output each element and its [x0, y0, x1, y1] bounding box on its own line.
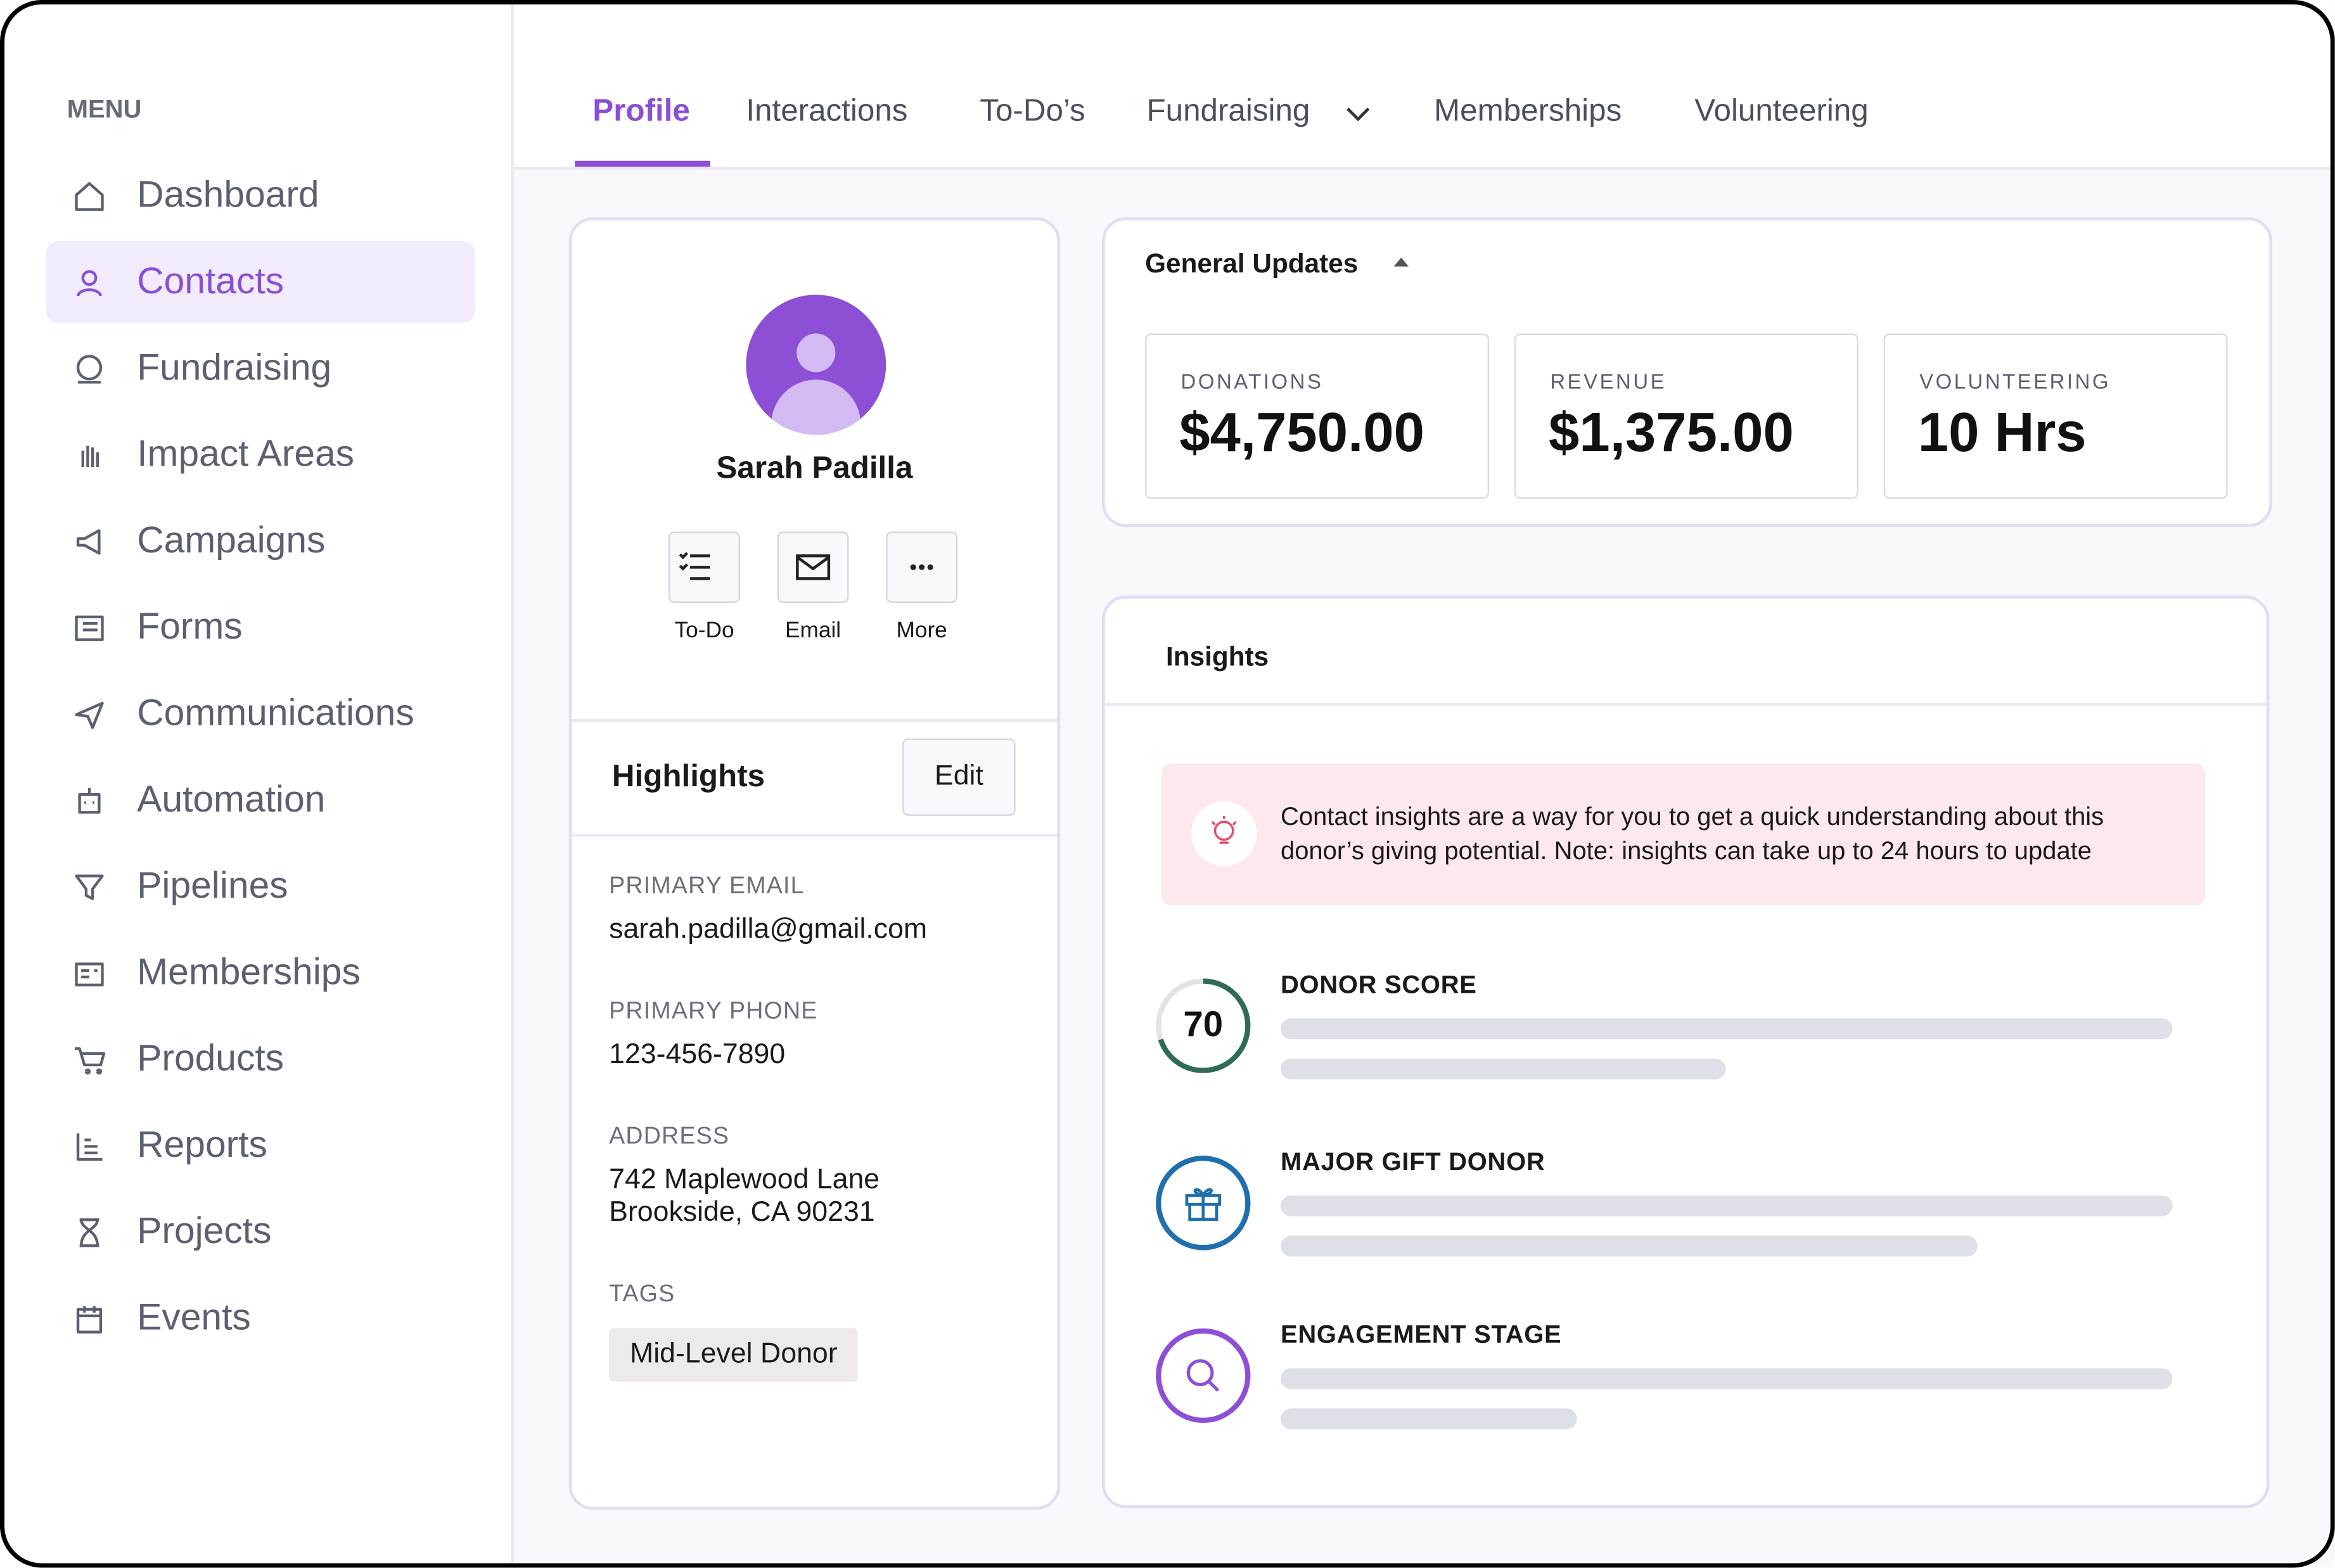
insights-note: Contact insights are a way for you to ge… — [1161, 763, 2206, 905]
menu-item[interactable]: Products — [137, 1037, 285, 1080]
action-button — [886, 531, 958, 603]
menu-item[interactable]: Dashboard — [137, 174, 319, 216]
insights-title: Insights — [1166, 641, 1269, 672]
item-label: DONOR SCORE — [1280, 971, 1477, 999]
menu-icon — [72, 783, 107, 826]
stat-box: REVENUE $1,375.00 — [1514, 333, 1858, 499]
insight-icon — [1154, 1154, 1252, 1259]
tab-underline — [575, 160, 710, 167]
highlights-header: Highlights Edit — [572, 719, 1058, 837]
field-label: ADDRESS — [609, 1124, 730, 1150]
note-text: Contact insights are a way for you to ge… — [1280, 802, 2104, 865]
stat-label: REVENUE — [1550, 369, 1667, 393]
menu-item[interactable]: Events — [137, 1296, 251, 1339]
score-arc — [1156, 978, 1251, 1073]
field-value: 742 Maplewood Lane — [609, 1164, 880, 1196]
menu-icon — [72, 265, 107, 308]
placeholder-bar — [1280, 1368, 2173, 1389]
menu-icon — [72, 956, 107, 999]
placeholder-bar — [1280, 1235, 1978, 1257]
tab[interactable]: Volunteering — [1694, 94, 1869, 129]
contact-name: Sarah Padilla — [716, 451, 913, 486]
insights-card: Insights Contact insights are a way for … — [1101, 595, 2270, 1508]
sidebar: MENU Dashboard Contacts Fundraising Impact … — [0, 0, 514, 1568]
menu-icon — [72, 697, 107, 740]
dropdown-icon — [1343, 105, 1373, 133]
action-button — [777, 531, 849, 603]
field-value: Brookside, CA 90231 — [609, 1197, 875, 1228]
menu-icon — [72, 1215, 107, 1258]
highlights-title: Highlights — [611, 759, 765, 794]
placeholder-bar — [1280, 1408, 1577, 1429]
stat-box: VOLUNTEERING 10 Hrs — [1883, 333, 2228, 499]
bulb-icon — [1191, 801, 1257, 867]
stat-value: 10 Hrs — [1917, 402, 2087, 463]
tab[interactable]: Profile — [592, 94, 690, 129]
placeholder-bar — [1280, 1195, 2173, 1216]
insight-icon: 70 — [1154, 977, 1252, 1083]
placeholder-bar — [1280, 1018, 2173, 1040]
menu-item[interactable]: Memberships — [137, 951, 361, 993]
menu-item[interactable]: Forms — [137, 606, 243, 648]
menu-item[interactable]: Automation — [137, 779, 326, 820]
item-label: MAJOR GIFT DONOR — [1280, 1147, 1545, 1176]
menu-icon — [72, 1128, 107, 1171]
divider — [1104, 703, 2267, 706]
tab-bar: Profile Interactions To-Do’s Fundraising Mem… — [513, 0, 2335, 170]
active-bg — [46, 241, 475, 323]
field-value: 123-456-7890 — [609, 1039, 786, 1071]
edit-button[interactable]: Edit — [902, 738, 1016, 816]
menu-icon — [72, 869, 107, 912]
menu-item[interactable]: Projects — [137, 1210, 272, 1252]
score-value: 70 — [1183, 1005, 1224, 1045]
tab[interactable]: Fundraising — [1146, 94, 1310, 129]
menu-icon — [72, 610, 107, 653]
stat-label: VOLUNTEERING — [1919, 369, 2111, 393]
collapse-icon[interactable] — [1392, 256, 1410, 268]
stat-value: $1,375.00 — [1549, 402, 1794, 463]
action-button — [669, 531, 740, 603]
stat-label: DONATIONS — [1180, 369, 1324, 393]
action-label[interactable]: Email — [785, 618, 841, 644]
menu-item[interactable]: Pipelines — [137, 865, 288, 907]
stat-value: $4,750.00 — [1179, 402, 1425, 463]
menu-icon — [72, 1301, 107, 1344]
general-updates-card: General Updates DONATIONS $4,750.00 REVENU… — [1101, 217, 2273, 527]
profile-card: Sarah Padilla To-Do Email More Highlights … — [568, 217, 1061, 1510]
menu-icon — [72, 524, 107, 567]
menu-item[interactable]: Reports — [137, 1124, 267, 1166]
tags-label: TAGS — [609, 1282, 675, 1308]
tab[interactable]: Memberships — [1434, 94, 1622, 129]
menu-icon — [72, 179, 107, 222]
general-updates-title[interactable]: General Updates — [1145, 248, 1359, 279]
field-label: PRIMARY PHONE — [609, 998, 818, 1024]
tag: Mid-Level Donor — [609, 1328, 859, 1382]
menu-item[interactable]: Campaigns — [137, 519, 326, 561]
action-label[interactable]: More — [896, 618, 947, 644]
menu-title: MENU — [67, 95, 142, 124]
field-label: PRIMARY EMAIL — [609, 874, 805, 900]
tab[interactable]: To-Do’s — [980, 94, 1085, 129]
tab[interactable]: Interactions — [746, 94, 908, 129]
menu-icon — [72, 1042, 107, 1085]
menu-item[interactable]: Communications — [137, 692, 414, 734]
item-label: ENGAGEMENT STAGE — [1280, 1320, 1562, 1349]
menu-icon — [72, 352, 107, 395]
stat-box: DONATIONS $4,750.00 — [1145, 333, 1489, 499]
avatar — [746, 295, 886, 435]
menu-item[interactable]: Contacts — [137, 260, 285, 303]
field-value: sarah.padilla@gmail.com — [609, 914, 928, 946]
menu-icon — [72, 438, 107, 481]
menu-item[interactable]: Fundraising — [137, 347, 332, 389]
action-label[interactable]: To-Do — [674, 618, 734, 644]
placeholder-bar — [1280, 1058, 1726, 1080]
menu-item[interactable]: Impact Areas — [137, 433, 355, 475]
insight-icon — [1154, 1327, 1252, 1432]
